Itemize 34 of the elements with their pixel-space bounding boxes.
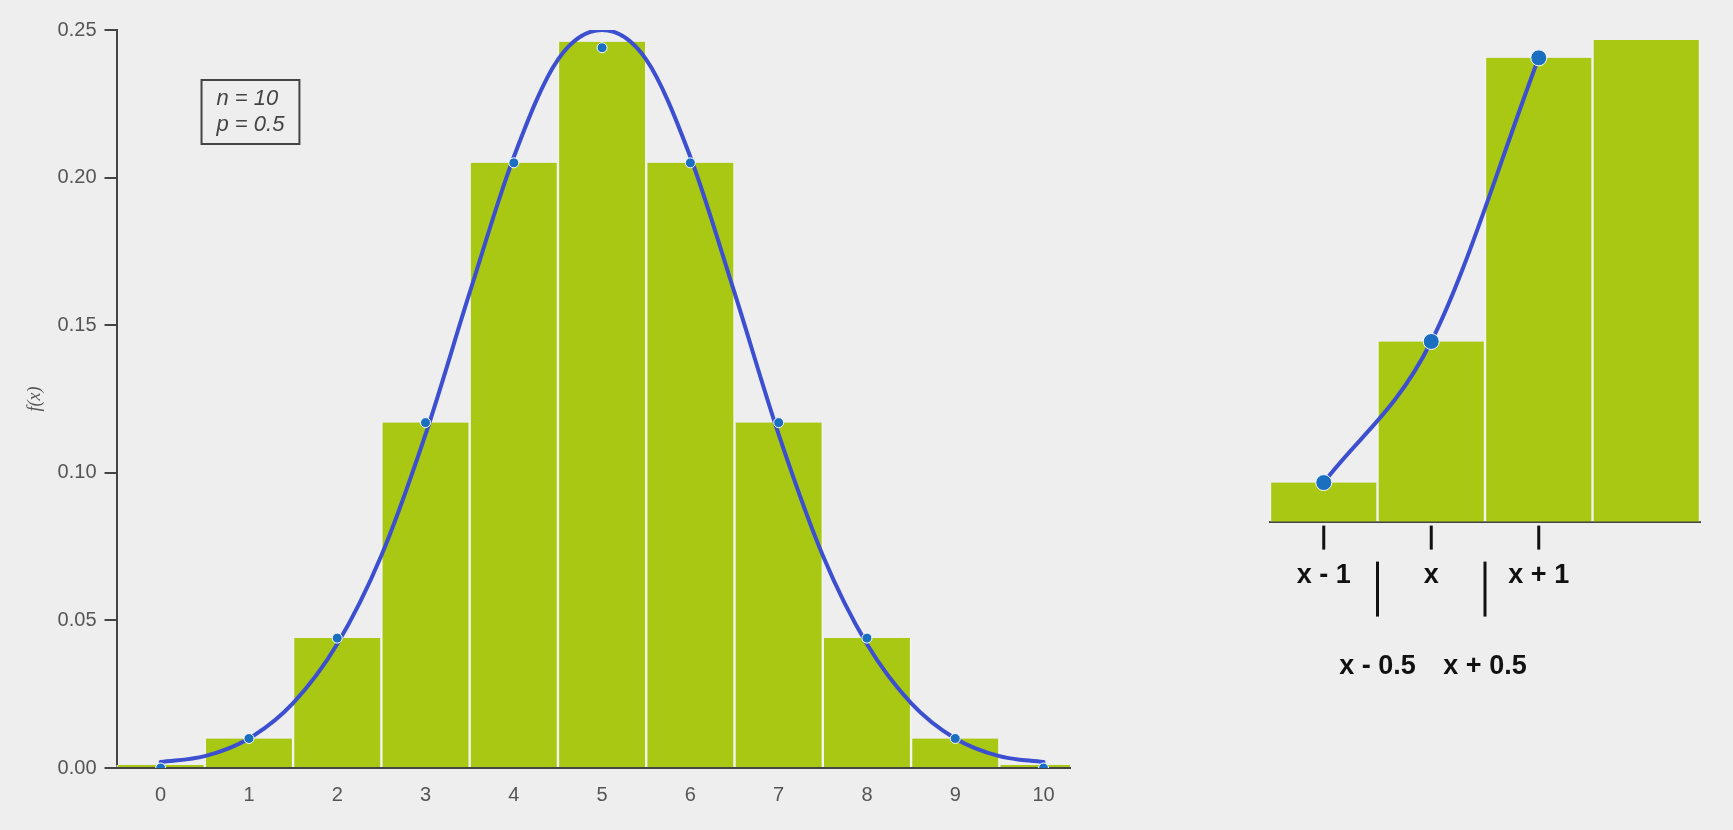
- point: [331, 632, 343, 644]
- x-tick-label: 9: [949, 782, 961, 805]
- annotation: p = 0.5: [215, 111, 286, 137]
- y-tick-label: 0.25: [57, 17, 97, 40]
- x-tick-label: 3: [419, 782, 432, 805]
- point: [861, 632, 873, 644]
- point: [773, 417, 785, 429]
- annotation: n = 10: [216, 85, 280, 111]
- x-tick-label: 8: [861, 782, 873, 805]
- point: [684, 157, 696, 169]
- x-tick-label: 5: [596, 782, 608, 805]
- y-tick-label: 0.10: [57, 460, 97, 483]
- x-tick-label: 6: [684, 782, 696, 805]
- x-tick-label: 10: [1032, 782, 1055, 805]
- y-tick-label: 0.00: [57, 755, 97, 778]
- x-tick-label: 4: [508, 782, 520, 805]
- x-tick-label: 2: [331, 782, 343, 805]
- y-tick-label: 0.20: [57, 165, 97, 188]
- point: [508, 157, 520, 169]
- text: x + 0.5: [1443, 650, 1527, 681]
- text: x - 0.5: [1339, 650, 1416, 681]
- x-tick-label: x: [1423, 559, 1439, 590]
- point: [596, 42, 608, 54]
- y-tick-label: 0.15: [57, 312, 97, 335]
- x-tick-label: 1: [243, 782, 255, 805]
- y-tick-label: 0.05: [57, 607, 97, 630]
- x-tick-label: x + 1: [1508, 559, 1570, 590]
- point: [420, 417, 432, 429]
- point: [949, 732, 961, 744]
- x-tick-label: 7: [773, 782, 785, 805]
- x-tick-label: x - 1: [1296, 559, 1351, 590]
- x-tick-label: 0: [155, 782, 167, 805]
- y-axis-title: f(x): [23, 386, 45, 412]
- point: [243, 732, 255, 744]
